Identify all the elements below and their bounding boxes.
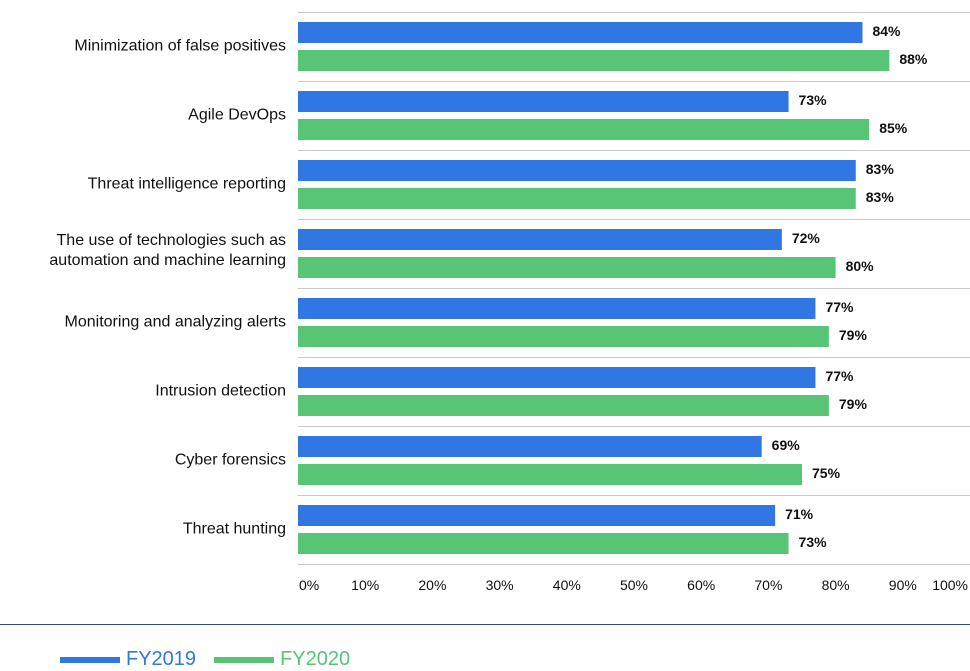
legend: FY2019 FY2020: [60, 648, 350, 671]
bar-fy2020-intrusion-detection: [298, 395, 829, 416]
value-label-fy2019: 77%: [825, 368, 854, 384]
bar-fy2020-monitoring-and-analyzing-alerts: [298, 326, 829, 347]
value-label-fy2020: 79%: [839, 396, 868, 412]
legend-divider: [0, 624, 970, 625]
legend-label-fy2020: FY2020: [280, 648, 351, 670]
bar-fy2019-monitoring-and-analyzing-alerts: [298, 298, 816, 319]
bar-fy2020-cyber-forensics: [298, 464, 802, 485]
bar-fy2020-the-use-of-technologies-such-as-automation-and-machine-learning: [298, 257, 836, 278]
legend-item-fy2019: FY2019: [60, 648, 196, 671]
x-tick-label: 70%: [754, 577, 782, 593]
value-label-fy2020: 80%: [846, 258, 875, 274]
value-label-fy2019: 83%: [866, 161, 895, 177]
value-label-fy2020: 75%: [812, 465, 841, 481]
value-label-fy2019: 71%: [785, 506, 814, 522]
value-label-fy2019: 77%: [825, 299, 854, 315]
category-label-line: automation and machine learning: [49, 252, 286, 269]
bar-fy2019-threat-intelligence-reporting: [298, 160, 856, 181]
value-label-fy2020: 88%: [899, 51, 928, 67]
bar-fy2019-cyber-forensics: [298, 436, 762, 457]
x-axis-ticks: 0% 10% 20% 30% 40% 50% 60% 70% 80% 90% 100%: [299, 577, 968, 593]
x-tick-label: 0%: [299, 577, 319, 593]
bar-chart: Minimization of false positives Agile Dev…: [49, 12, 970, 593]
x-tick-label: 40%: [553, 577, 581, 593]
bar-fy2020-agile-devops: [298, 119, 870, 140]
x-tick-label: 30%: [486, 577, 514, 593]
bar-fy2020-minimization-of-false-positives: [298, 50, 890, 71]
category-label-line: The use of technologies such as: [57, 232, 286, 249]
x-tick-label: 10%: [351, 577, 379, 593]
legend-swatch-fy2019: [60, 656, 120, 663]
category-separators: [298, 12, 970, 565]
bar-fy2019-agile-devops: [298, 91, 789, 112]
value-label-fy2019: 69%: [772, 437, 801, 453]
value-label-fy2019: 84%: [872, 23, 901, 39]
bar-fy2020-threat-hunting: [298, 533, 789, 554]
value-label-fy2020: 85%: [879, 120, 908, 136]
category-label-intrusion-detection: Intrusion detection: [155, 383, 286, 400]
value-label-fy2020: 73%: [799, 534, 828, 550]
category-label-cyber-forensics: Cyber forensics: [175, 452, 286, 469]
category-labels: Minimization of false positives Agile Dev…: [49, 38, 286, 538]
bar-fy2020-threat-intelligence-reporting: [298, 188, 856, 209]
value-label-fy2019: 73%: [799, 92, 828, 108]
legend-swatch-fy2020: [214, 656, 275, 663]
bar-fy2019-the-use-of-technologies-such-as-automation-and-machine-learning: [298, 229, 782, 250]
value-labels: 84% 73% 83% 72% 77% 77% 69% 71% 88% 85% 83% 80% 79% 7…: [772, 23, 928, 550]
x-tick-label: 80%: [822, 577, 850, 593]
x-tick-label: 100%: [932, 577, 968, 593]
category-label-monitoring-and-analyzing-alerts: Monitoring and analyzing alerts: [65, 314, 286, 331]
value-label-fy2019: 72%: [792, 230, 821, 246]
bars: [298, 22, 890, 554]
value-label-fy2020: 83%: [866, 189, 895, 205]
category-label-agile-devops: Agile DevOps: [188, 107, 286, 124]
x-tick-label: 60%: [687, 577, 715, 593]
x-tick-label: 20%: [418, 577, 446, 593]
category-label-threat-intelligence-reporting: Threat intelligence reporting: [88, 176, 286, 193]
x-tick-label: 90%: [889, 577, 917, 593]
bar-fy2019-minimization-of-false-positives: [298, 22, 863, 43]
legend-item-fy2020: FY2020: [214, 648, 350, 671]
value-label-fy2020: 79%: [839, 327, 868, 343]
category-label-minimization-of-false-positives: Minimization of false positives: [74, 38, 286, 55]
bar-fy2019-threat-hunting: [298, 505, 776, 526]
bar-fy2019-intrusion-detection: [298, 367, 816, 388]
legend-label-fy2019: FY2019: [126, 648, 197, 670]
x-tick-label: 50%: [620, 577, 648, 593]
category-label-threat-hunting: Threat hunting: [183, 521, 286, 538]
category-label-the-use-of-technologies-such-as-automation-and-machine-learning: The use of technologies such as automatio…: [49, 232, 286, 269]
